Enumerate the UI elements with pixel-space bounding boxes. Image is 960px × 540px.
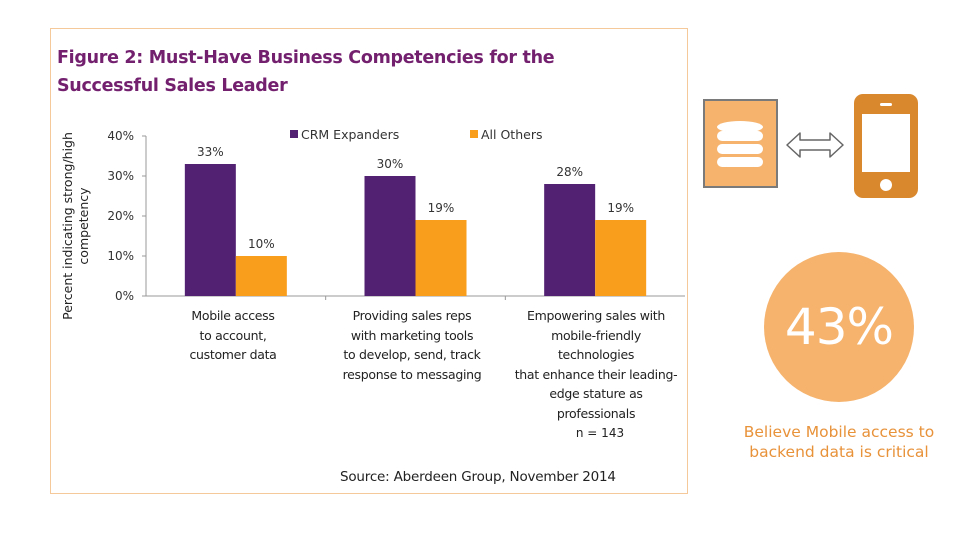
y-tick-label: 30% [107, 169, 134, 183]
data-label: 28% [556, 165, 583, 179]
x-category-label-line: response to messaging [342, 366, 482, 382]
stat-circle: 43% [764, 252, 914, 402]
bar-all-others [415, 220, 467, 296]
x-category-label-line: that enhance their leading- [514, 366, 678, 382]
y-tick-label: 10% [107, 249, 134, 263]
bidirectional-arrow-icon [786, 132, 844, 158]
legend-swatch [470, 130, 478, 138]
legend-label: All Others [481, 127, 542, 142]
bar-crm-expanders [544, 184, 596, 296]
stat-value: 43% [784, 298, 894, 356]
x-category-label-line: to account, [199, 327, 267, 343]
y-tick-label: 20% [107, 209, 134, 223]
smartphone-icon [854, 94, 918, 198]
data-label: 30% [377, 157, 404, 171]
x-category-label-line: professionals [556, 405, 636, 421]
stat-caption-line-2: backend data is critical [749, 443, 929, 461]
data-label: 19% [607, 201, 634, 215]
x-category-label-line: customer data [189, 347, 277, 362]
x-category-label-line: technologies [557, 347, 635, 362]
x-category-label-line: mobile-friendly [551, 327, 641, 343]
database-box [703, 99, 778, 188]
database-icon [717, 121, 763, 167]
x-category-label-line: Empowering sales with [526, 308, 666, 323]
x-category-label-line: Providing sales reps [352, 308, 472, 323]
x-category-label: Empowering sales with mobile-friendly tech… [506, 306, 686, 423]
y-tick-label: 0% [115, 289, 134, 303]
y-tick-label: 40% [107, 129, 134, 143]
y-axis-label-line: Percent indicating strong/high [60, 132, 75, 320]
stat-caption-line-1: Believe Mobile access to [743, 423, 935, 441]
x-category-label-line: to develop, send, track [343, 347, 481, 362]
x-category-label: Providing sales reps with marketing tools… [322, 306, 502, 384]
x-category-label-line: edge stature as [549, 386, 643, 401]
figure-title: Figure 2: Must-Have Business Competencie… [57, 44, 617, 100]
figure-title-line-2: Successful Sales Leader [57, 76, 288, 96]
y-axis-label-line: competency [76, 187, 91, 265]
bar-crm-expanders [184, 164, 236, 296]
bar-all-others [235, 256, 287, 296]
data-label: 19% [428, 201, 455, 215]
source-note: Source: Aberdeen Group, November 2014 [340, 469, 616, 485]
x-category-label-line: Mobile access [191, 308, 275, 323]
sample-size-label: n = 143 [575, 426, 625, 440]
data-label: 10% [248, 237, 275, 251]
figure-title-line-1: Figure 2: Must-Have Business Competencie… [57, 48, 555, 68]
bar-all-others [595, 220, 647, 296]
x-category-label: Mobile access to account, customer data [143, 306, 323, 365]
data-label: 33% [197, 145, 224, 159]
x-category-label-line: with marketing tools [350, 327, 474, 343]
legend-swatch [290, 130, 298, 138]
stat-caption: Believe Mobile access to backend data is… [724, 422, 954, 462]
bar-crm-expanders [364, 176, 416, 296]
legend-label: CRM Expanders [301, 127, 399, 142]
